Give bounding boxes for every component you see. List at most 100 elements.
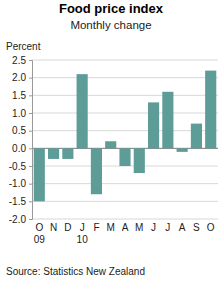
x-tick-label: O [207,222,215,233]
y-tick-mark [29,219,32,220]
x-tick: J [151,219,156,233]
x-tick-label: M [135,222,143,233]
y-axis: -2.0 -1.5 -1.0 -0.5 0.0 0.5 1.0 1.5 2.0 2.5 [9,55,33,225]
y-tick-label: -2.0 [9,214,27,225]
x-tick: N [50,219,57,233]
x-tick: M [107,219,115,233]
y-tick-label: 0.0 [12,143,26,154]
y-tick-mark [29,184,32,185]
subtitle: Monthly change [70,19,151,31]
y-tick-label: 1.5 [12,90,26,101]
y-tick: 1.5 [12,90,32,101]
x-tick: M [135,219,143,233]
grid-line [32,201,218,202]
x-tick-label-line: J [151,222,156,233]
bar [48,148,59,159]
bar [177,148,188,152]
x-tick-label: A [179,222,186,233]
bar [91,148,102,194]
grid-line [32,183,218,184]
y-tick: 1.0 [12,108,32,119]
x-tick-label: F [93,222,99,233]
x-tick: J10 [77,219,89,245]
bar [148,102,159,148]
x-tick-label: O09 [34,222,46,245]
grid-line [32,60,218,61]
x-tick-label: A [122,222,129,233]
x-axis: O09NDJ10FMAMJJASO [34,219,215,245]
x-tick-label-line: J [165,222,170,233]
plot [32,60,218,219]
y-tick-label: 2.0 [12,72,26,83]
y-tick-mark [29,78,32,79]
x-tick-label: N [50,222,57,233]
bar [205,71,216,149]
y-tick-mark [29,60,32,61]
x-tick-label-line: A [122,222,129,233]
grid-line [32,113,218,114]
x-tick-label-line: M [107,222,115,233]
grid-line [32,95,218,96]
y-tick: 0.5 [12,125,32,136]
bar [34,148,45,201]
x-tick: A [179,219,186,233]
y-tick-mark [29,95,32,96]
y-tick-label: -1.5 [9,196,27,207]
x-tick-label: M [107,222,115,233]
y-axis-title: Percent [6,41,41,52]
y-tick: 2.0 [12,72,32,83]
x-tick-label: J10 [77,222,89,245]
x-tick: O [207,219,215,233]
grid-line [32,77,218,78]
y-tick-label: 0.5 [12,125,26,136]
bar [77,74,88,148]
x-tick-label: S [193,222,200,233]
x-tick-label: J [165,222,170,233]
grid-line [32,219,218,220]
y-tick-label: 1.0 [12,108,26,119]
bar [105,141,116,148]
y-tick: -0.5 [9,161,32,172]
grid-line [32,130,218,131]
y-tick-label: 2.5 [12,55,26,66]
x-tick: F [93,219,99,233]
y-tick-mark [29,166,32,167]
x-tick-label-line: D [64,222,71,233]
x-tick-label-line: F [93,222,99,233]
x-tick: D [64,219,71,233]
y-tick: 2.5 [12,55,32,66]
y-tick-mark [29,148,32,149]
x-tick: J [165,219,170,233]
y-axis-line [29,61,33,220]
grid [32,60,218,219]
title: Food price index [59,1,164,16]
x-tick-label-line: J [80,222,85,233]
x-tick: O09 [34,219,46,245]
x-tick-label: D [64,222,71,233]
bars [34,71,217,202]
y-tick: -2.0 [9,214,32,225]
bar [134,148,145,173]
bar [62,148,73,159]
y-tick-mark [29,201,32,202]
x-tick-label-line: O [35,222,43,233]
y-tick: -1.5 [9,196,32,207]
y-tick: -1.0 [9,178,32,189]
x-tick: A [122,219,129,233]
y-tick-mark [29,113,32,114]
x-tick-label-line: 09 [34,234,46,245]
x-tick-label-line: N [50,222,57,233]
x-tick-label-line: S [193,222,200,233]
y-tick-mark [29,131,32,132]
x-tick-label: J [151,222,156,233]
y-tick-label: -1.0 [9,178,27,189]
chart: Food price index Monthly change Percent Sou… [0,0,222,281]
x-tick-label-line: M [135,222,143,233]
source: Source: Statistics New Zealand [6,266,145,277]
y-tick: 0.0 [12,143,32,154]
x-tick-label-line: 10 [77,234,89,245]
x-tick-label-line: A [179,222,186,233]
bar [162,92,173,149]
bar [119,148,130,166]
x-tick-label-line: O [207,222,215,233]
